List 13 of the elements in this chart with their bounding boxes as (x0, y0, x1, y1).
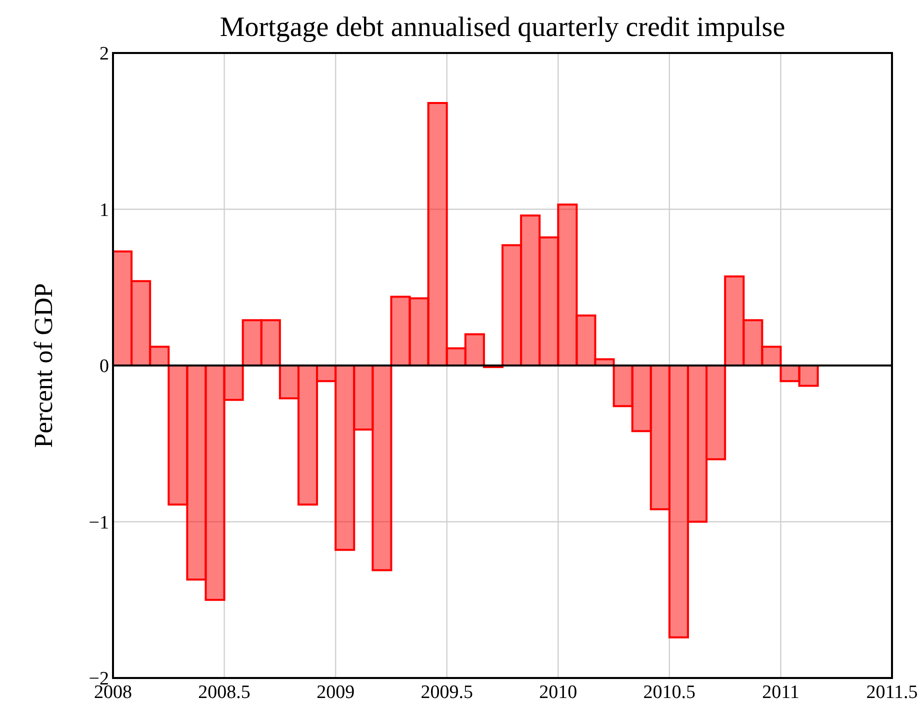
x-tick-label: 2010 (539, 682, 578, 703)
y-tick-label: 0 (100, 356, 109, 378)
x-tick-label: 2009.5 (420, 682, 473, 703)
y-tick-label: −1 (88, 512, 109, 534)
x-tick-label: 2011 (762, 682, 800, 703)
x-tick-label: 2011.5 (866, 682, 918, 703)
y-tick-label: 1 (100, 200, 109, 221)
y-tick-label: 2 (100, 44, 109, 65)
y-axis-title: Percent of GDP (29, 283, 58, 448)
chart-title: Mortgage debt annualised quarterly credit impulse (220, 12, 786, 43)
x-tick-label: 2010.5 (643, 682, 696, 703)
x-tick-label: 2008.5 (198, 682, 250, 703)
x-tick-label: 2009 (316, 682, 355, 703)
